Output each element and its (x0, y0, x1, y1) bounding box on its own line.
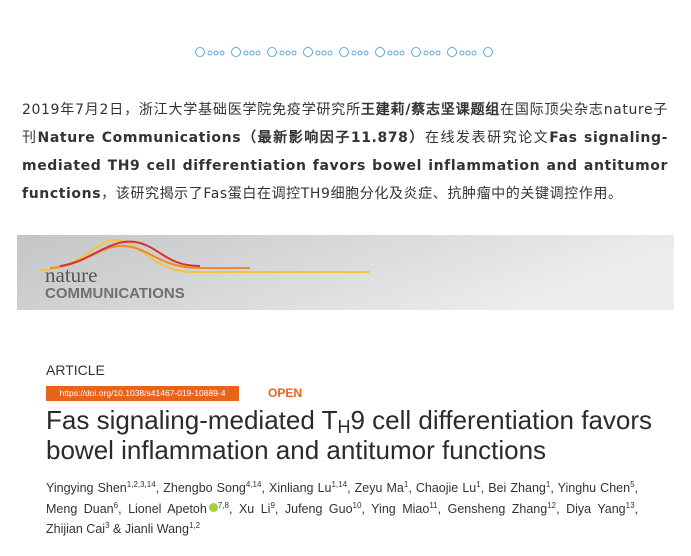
intro-text: 在线发表研究论文 (424, 130, 550, 146)
authors: Yingying Shen1,2,3,14, Zhengbo Song4,14,… (46, 478, 638, 540)
intro: 2019年7月2日，浙江大学基础医学院免疫学研究所王建莉/蔡志坚课题组在国际顶尖… (22, 96, 668, 208)
author-separator: , (261, 481, 270, 495)
author-name[interactable]: Zhijian Cai (46, 522, 106, 536)
author-name[interactable]: Jufeng Guo (284, 501, 353, 516)
author-affiliation: 1 (476, 479, 481, 489)
author-affiliation: 3 (105, 520, 110, 530)
circle-row (195, 47, 493, 57)
intro-text: ，该研究揭示了Fas蛋白在调控TH9细胞分化及炎症、抗肿瘤中的关键调控作用。 (101, 186, 623, 202)
author-affiliation: 1 (545, 479, 551, 489)
title-sub: H (337, 417, 351, 437)
author-separator: , (347, 481, 355, 495)
author-separator: , (361, 501, 372, 516)
intro-bold: 王建莉/蔡志坚课题组 (360, 102, 501, 118)
author-affiliation: 4,14 (245, 479, 262, 489)
author-separator: , (550, 481, 558, 495)
doi-link[interactable]: https://doi.org/10.1038/s41467-019-10889… (46, 386, 239, 401)
author-affiliation: 7,8 (217, 500, 229, 510)
author-separator: , (408, 481, 416, 495)
title-text: Fas signaling-mediated T (46, 405, 338, 435)
author-separator: , (634, 481, 638, 495)
author-separator: , (118, 501, 129, 516)
author-name[interactable]: Zeyu Ma (354, 481, 404, 495)
author-name[interactable]: Meng Duan (46, 501, 114, 516)
author-affiliation: 5 (630, 479, 635, 489)
author-separator: , (155, 481, 164, 495)
author-name[interactable]: Chaojie Lu (415, 481, 477, 495)
article-kind: ARTICLE (46, 362, 105, 378)
brand-top: nature (45, 263, 97, 287)
author-affiliation: 10 (352, 500, 362, 510)
author-name[interactable]: Lionel Apetoh (128, 501, 207, 516)
intro-bold: Fas signaling-mediated TH9 cell differen… (22, 130, 668, 202)
author-separator: , (556, 501, 567, 516)
author-separator: , (437, 501, 448, 516)
author-separator: , (634, 501, 639, 516)
intro-bold: Nature Communications（最新影响因子11.878） (37, 130, 425, 146)
author-name[interactable]: Xinliang Lu (269, 481, 332, 495)
author-affiliation: 6 (113, 500, 119, 510)
author-affiliation: 11 (429, 500, 438, 510)
author-affiliation: 9 (270, 500, 275, 510)
author-name[interactable]: Gensheng Zhang (447, 501, 548, 516)
intro-text: 在国际顶尖杂志nature子刊 (22, 102, 668, 146)
author-affiliation: 13 (625, 500, 635, 510)
article-title: Fas signaling-mediated TH9 cell differen… (46, 405, 666, 465)
author-affiliation: 1,2 (188, 520, 201, 530)
author-name[interactable]: Bei Zhang (488, 481, 546, 495)
orcid-icon[interactable] (208, 502, 218, 512)
title-text: 9 cell differentiation favors bowel infl… (46, 405, 653, 465)
author-name[interactable]: Ying Miao (371, 501, 430, 516)
author-name[interactable]: Yinghu Chen (557, 481, 631, 495)
author-separator: , (274, 501, 285, 516)
author-affiliation: 1,14 (331, 479, 348, 489)
author-affiliation: 12 (547, 500, 557, 510)
author-name[interactable]: Zhengbo Song (163, 481, 246, 495)
brand-bottom: COMMUNICATIONS (45, 285, 185, 302)
author-separator: , (480, 481, 489, 495)
banner-waves (39, 238, 370, 273)
author-separator: & (109, 522, 125, 536)
open-access: OPEN (268, 386, 303, 400)
author-separator: , (228, 501, 239, 516)
author-affiliation: 1,2,3,14 (126, 479, 156, 489)
intro-text: 2019年7月2日，浙江大学基础医学院免疫学研究所 (22, 102, 361, 118)
author-name[interactable]: Xu Li (238, 501, 271, 516)
author-name[interactable]: Jianli Wang (124, 522, 189, 536)
author-name[interactable]: Diya Yang (566, 501, 626, 516)
author-name[interactable]: Yingying Shen (46, 481, 127, 495)
author-affiliation: 1 (403, 479, 409, 489)
